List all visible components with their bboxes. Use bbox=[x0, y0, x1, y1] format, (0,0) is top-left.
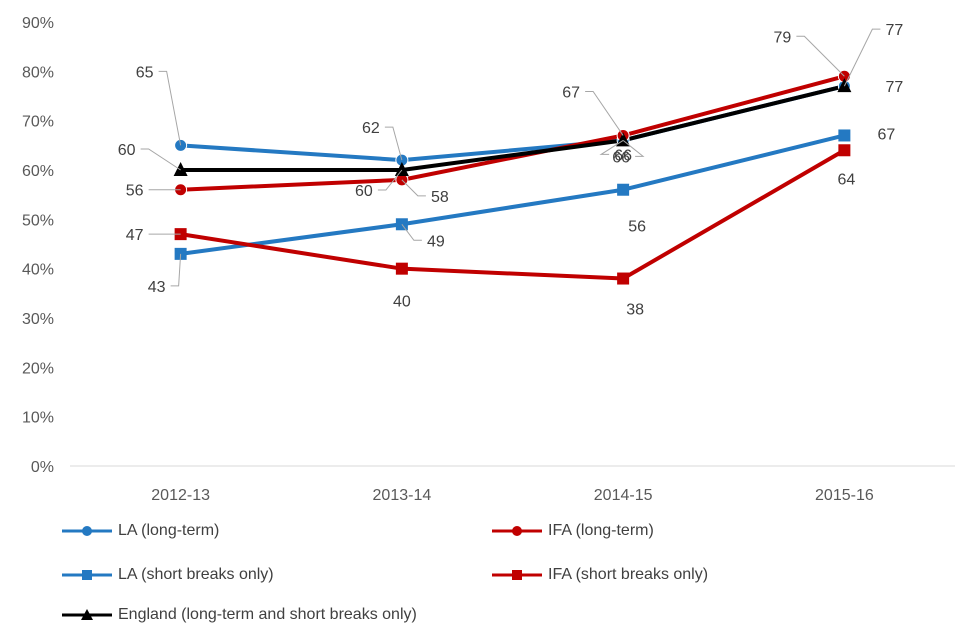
series-line bbox=[178, 148, 847, 281]
data-label: 40 bbox=[393, 294, 411, 311]
y-tick-label: 30% bbox=[22, 311, 54, 328]
y-tick-label: 80% bbox=[22, 64, 54, 81]
data-label-leader bbox=[401, 223, 422, 241]
y-tick-label: 0% bbox=[31, 459, 54, 476]
y-tick-label: 20% bbox=[22, 360, 54, 377]
data-label-leader bbox=[599, 139, 624, 155]
data-label: 58 bbox=[431, 189, 449, 206]
data-label: 65 bbox=[136, 64, 154, 81]
data-point bbox=[838, 129, 851, 142]
data-label-leader bbox=[796, 35, 845, 77]
data-label-leader bbox=[158, 70, 182, 146]
legend-item-england: England (long-term and short breaks only… bbox=[62, 606, 417, 624]
data-label: 62 bbox=[362, 120, 380, 137]
data-point bbox=[617, 272, 630, 285]
data-point bbox=[395, 262, 408, 275]
series-line bbox=[178, 74, 847, 192]
legend-marker-circle-red-icon bbox=[492, 526, 542, 536]
series-line bbox=[178, 84, 847, 163]
data-label: 56 bbox=[628, 219, 646, 236]
legend-marker-circle-blue-icon bbox=[62, 526, 112, 536]
x-tick-label: 2015-16 bbox=[815, 487, 874, 504]
legend-item-ifa-long-term: IFA (long-term) bbox=[492, 522, 654, 540]
data-label: 47 bbox=[126, 227, 144, 244]
data-label-leader bbox=[843, 28, 881, 87]
legend-label: IFA (short breaks only) bbox=[548, 566, 709, 583]
legend-label: LA (long-term) bbox=[118, 522, 220, 539]
data-point bbox=[173, 162, 188, 176]
data-point bbox=[838, 144, 851, 157]
y-tick-label: 40% bbox=[22, 262, 54, 279]
data-label: 66 bbox=[614, 147, 632, 164]
data-label: 66 bbox=[612, 149, 630, 166]
legend-label: LA (short breaks only) bbox=[118, 566, 274, 583]
data-label: 67 bbox=[562, 84, 580, 101]
legend-item-la-short-breaks: LA (short breaks only) bbox=[62, 566, 274, 584]
series-line bbox=[178, 133, 847, 256]
legend-label: England (long-term and short breaks only… bbox=[118, 606, 417, 623]
data-label: 67 bbox=[877, 126, 895, 143]
data-label-leader bbox=[585, 90, 624, 136]
data-label-leader bbox=[140, 148, 181, 171]
x-tick-label: 2014-15 bbox=[594, 487, 653, 504]
y-tick-label: 90% bbox=[22, 15, 54, 32]
data-label: 77 bbox=[885, 22, 903, 39]
data-label-leader bbox=[170, 253, 182, 287]
y-tick-label: 50% bbox=[22, 212, 54, 229]
legend-item-la-long-term: LA (long-term) bbox=[62, 522, 219, 540]
y-tick-label: 70% bbox=[22, 114, 54, 131]
data-label: 64 bbox=[837, 171, 855, 188]
series-line bbox=[178, 84, 847, 172]
data-label: 79 bbox=[773, 29, 791, 46]
legend-marker-square-red-icon bbox=[492, 570, 542, 580]
data-label: 38 bbox=[626, 302, 644, 319]
data-label-leader bbox=[401, 179, 426, 197]
data-label: 43 bbox=[148, 279, 166, 296]
data-label: 49 bbox=[427, 233, 445, 250]
x-tick-label: 2013-14 bbox=[373, 487, 432, 504]
data-label: 77 bbox=[885, 79, 903, 96]
data-label: 60 bbox=[355, 183, 373, 200]
data-label: 60 bbox=[118, 142, 136, 159]
data-label-leader bbox=[384, 126, 403, 161]
legend-item-ifa-short-breaks: IFA (short breaks only) bbox=[492, 566, 708, 584]
y-tick-label: 10% bbox=[22, 410, 54, 427]
legend-marker-triangle-black-icon bbox=[62, 609, 112, 620]
data-point bbox=[617, 183, 630, 196]
data-label: 56 bbox=[126, 183, 144, 200]
y-tick-label: 60% bbox=[22, 163, 54, 180]
legend-label: IFA (long-term) bbox=[548, 522, 654, 539]
data-point bbox=[394, 162, 409, 176]
legend-marker-square-blue-icon bbox=[62, 570, 112, 580]
x-tick-label: 2012-13 bbox=[151, 487, 210, 504]
data-label-leader bbox=[377, 169, 403, 191]
data-label-leader bbox=[622, 140, 645, 157]
